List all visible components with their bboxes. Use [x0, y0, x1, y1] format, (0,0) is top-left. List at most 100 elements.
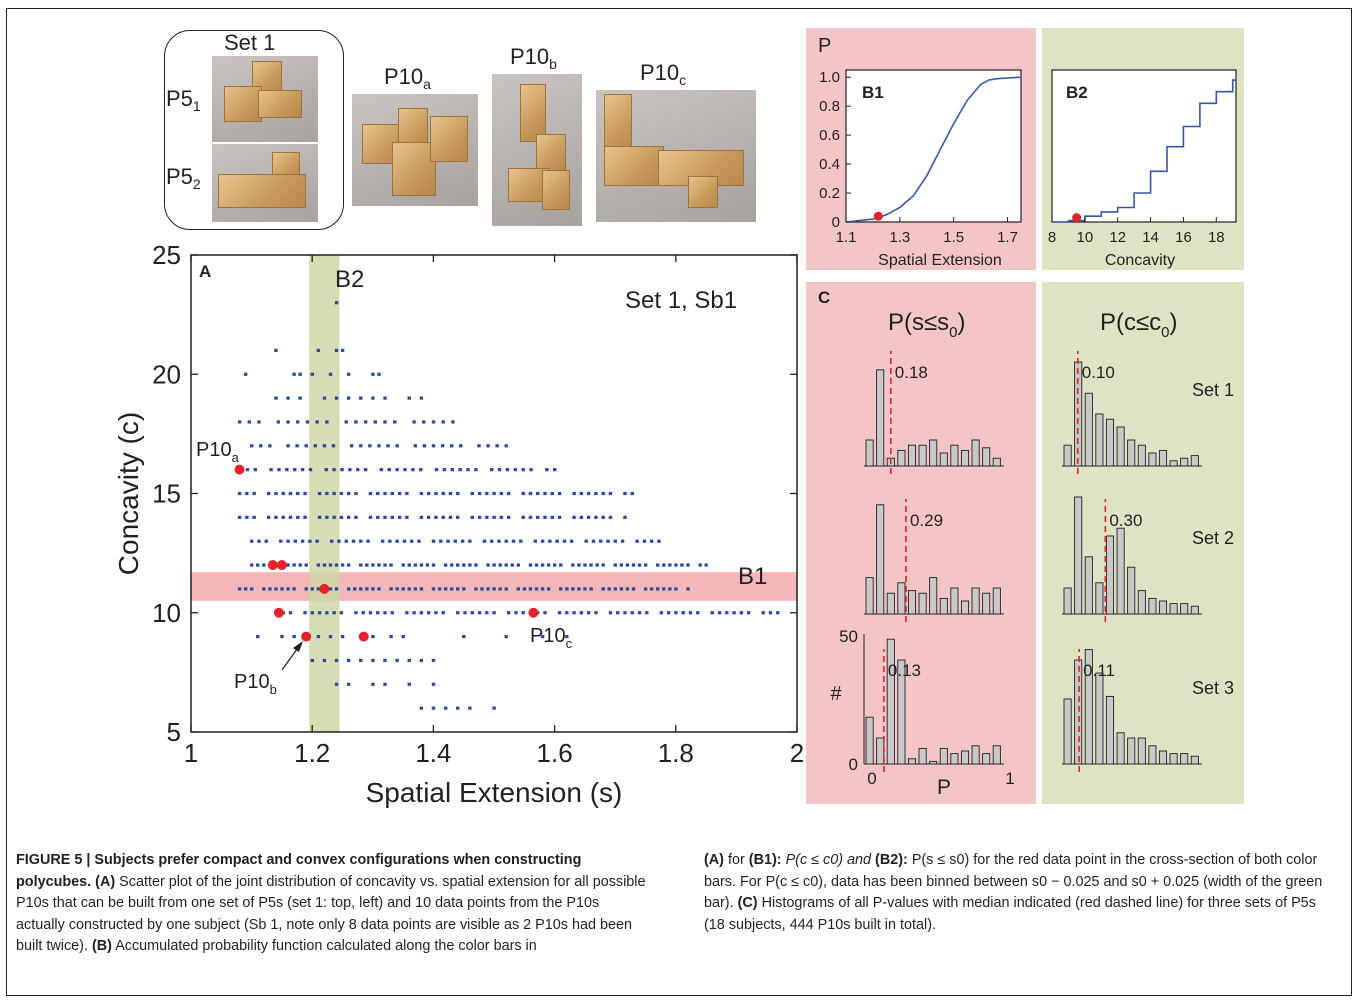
data-point — [528, 491, 533, 496]
data-point — [332, 491, 336, 496]
data-point — [510, 563, 514, 567]
data-point — [256, 635, 260, 639]
data-point — [359, 658, 363, 663]
y-tick-label: 15 — [152, 479, 181, 509]
b1-y-tick-label: 1.0 — [819, 69, 840, 86]
data-point — [448, 515, 453, 519]
data-point — [480, 587, 484, 591]
data-point — [256, 563, 260, 567]
data-point — [460, 539, 465, 543]
data-point — [545, 468, 549, 472]
data-point — [601, 563, 605, 567]
data-point — [504, 539, 508, 543]
histogram-bar — [939, 597, 948, 615]
data-point — [555, 539, 559, 543]
data-point — [250, 587, 254, 591]
data-point — [608, 491, 613, 496]
data-point — [635, 539, 639, 543]
data-point — [516, 587, 521, 591]
histogram-bar — [982, 447, 991, 467]
data-point — [390, 491, 394, 496]
data-point — [250, 539, 254, 543]
data-point — [623, 515, 627, 519]
x-tick-label: 1.4 — [415, 738, 451, 768]
data-point — [608, 611, 613, 615]
data-point — [317, 611, 322, 615]
data-point — [649, 539, 654, 543]
data-point — [298, 396, 302, 400]
data-point — [470, 515, 474, 519]
data-point — [334, 587, 339, 591]
data-point — [322, 444, 327, 448]
data-point — [397, 491, 402, 496]
data-point — [725, 611, 729, 615]
data-point — [337, 539, 341, 543]
subject-point — [301, 631, 312, 642]
data-point — [419, 491, 424, 496]
data-point — [304, 587, 308, 591]
data-point — [286, 396, 290, 400]
data-point — [696, 611, 700, 615]
data-point — [286, 444, 290, 448]
data-point — [514, 611, 518, 615]
b1-y-tick-label: 0.2 — [819, 185, 840, 202]
data-point — [344, 420, 348, 424]
subject-point — [267, 560, 278, 571]
data-point — [440, 444, 445, 448]
data-point — [315, 539, 319, 543]
histogram-bar — [886, 638, 895, 765]
data-point — [613, 587, 617, 591]
data-point — [237, 491, 242, 496]
data-point — [434, 491, 438, 496]
annotation-p10a: P10a — [196, 439, 240, 465]
histogram-bar — [1180, 753, 1189, 765]
histogram-bar — [897, 659, 906, 765]
data-point — [637, 611, 642, 615]
data-point — [334, 563, 339, 567]
data-point — [315, 420, 319, 424]
panel-c-left-background — [806, 282, 1036, 804]
data-point — [310, 611, 314, 615]
b2-x-tick-label: 10 — [1077, 229, 1094, 246]
data-point — [643, 563, 648, 567]
data-point — [456, 515, 460, 519]
b1-y-axis-label: P — [818, 35, 831, 57]
data-point — [474, 587, 478, 591]
data-point — [308, 539, 312, 543]
data-point — [710, 611, 714, 615]
b2-x-tick-label: 8 — [1048, 229, 1056, 246]
histogram-bar — [1158, 600, 1168, 615]
data-point — [434, 468, 439, 472]
data-point — [546, 587, 551, 591]
data-point — [506, 611, 511, 615]
histogram-bar — [971, 587, 980, 615]
data-point — [365, 563, 369, 567]
data-point — [456, 491, 460, 496]
data-point — [448, 491, 453, 496]
data-point — [383, 658, 387, 663]
data-point — [383, 563, 387, 567]
data-point — [474, 468, 478, 472]
data-point — [619, 587, 624, 591]
b1-y-tick-label: 0.4 — [819, 156, 840, 173]
data-point — [456, 587, 460, 591]
histogram-bar — [950, 587, 959, 615]
x-tick-label: 2 — [790, 738, 804, 768]
data-point — [292, 635, 296, 639]
x-tick-label: 1 — [184, 738, 198, 768]
data-point — [579, 491, 584, 496]
data-point — [401, 563, 405, 567]
data-point — [288, 515, 293, 519]
data-point — [310, 372, 314, 376]
data-point — [521, 491, 525, 496]
histogram-bar — [1190, 755, 1199, 765]
histogram-bar — [929, 577, 938, 615]
data-point — [383, 682, 387, 686]
data-point — [346, 491, 351, 496]
data-point — [516, 563, 521, 567]
data-point — [550, 491, 554, 496]
panel-a-b1-label: B1 — [738, 563, 767, 590]
data-point — [553, 468, 557, 472]
b1-x-axis-label: Spatial Extension — [878, 252, 1002, 269]
panel-c-histograms: P(s≤s0) 0.18 0.29 0.13 P(c≤c0) 0.10 Set 1 0.30 S… — [818, 288, 1234, 799]
